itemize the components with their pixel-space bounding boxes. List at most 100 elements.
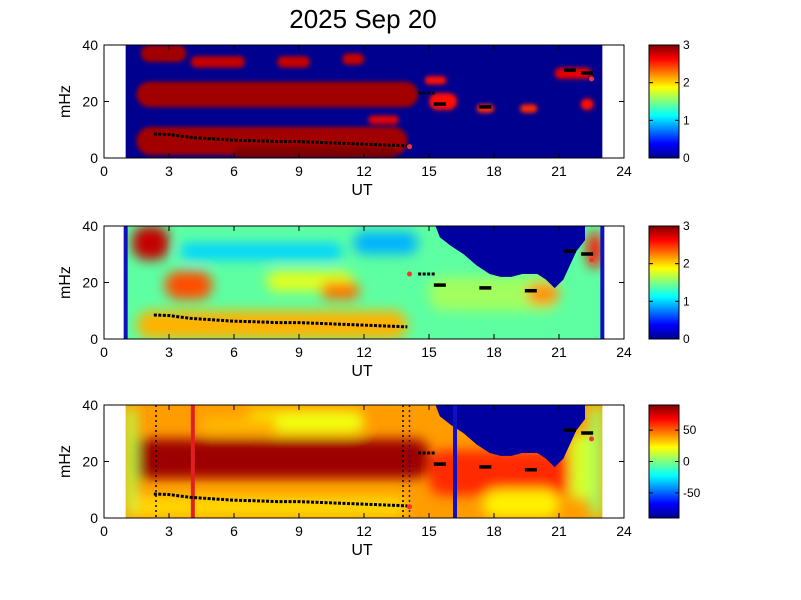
colorbar-tick-label: 0	[683, 332, 690, 346]
x-tick-label: 21	[551, 523, 567, 539]
trace-marker	[563, 428, 576, 432]
x-tick-label: 18	[486, 163, 502, 179]
trace-marker	[479, 286, 492, 290]
heatmap-blob	[587, 231, 603, 269]
trace-marker	[563, 249, 576, 253]
y-tick-label: 20	[82, 94, 98, 110]
y-tick-label: 20	[82, 454, 98, 470]
heatmap-blob	[320, 282, 360, 300]
colorbar-tick-label: -50	[683, 486, 701, 500]
trace-marker	[433, 102, 446, 106]
heatmap-blob	[140, 45, 187, 62]
colorbar	[648, 44, 680, 159]
heatmap-blob	[125, 405, 137, 518]
heatmap-blob	[429, 93, 458, 110]
heatmap-blob	[201, 416, 278, 434]
x-tick-label: 12	[356, 523, 372, 539]
y-axis-label: mHz	[57, 85, 74, 118]
trace-marker-red	[407, 271, 412, 277]
heatmap-field	[125, 45, 603, 158]
y-tick-label: 40	[82, 397, 98, 413]
heatmap-blob	[580, 98, 594, 110]
heatmap-blob	[483, 489, 559, 518]
heatmap-blob	[190, 56, 245, 68]
y-tick-label: 20	[82, 275, 98, 291]
heatmap-blob	[136, 81, 419, 108]
colorbar-tick-label: 2	[683, 257, 690, 271]
trace-marker	[479, 105, 492, 109]
x-tick-label: 24	[616, 344, 632, 360]
y-tick-label: 0	[90, 510, 98, 526]
trace-marker-red	[589, 436, 594, 442]
edge-bar	[600, 226, 605, 339]
y-axis-label: mHz	[57, 445, 74, 478]
x-tick-label: 6	[230, 163, 238, 179]
y-tick-label: 40	[82, 37, 98, 53]
x-tick-label: 6	[230, 344, 238, 360]
figure-title: 2025 Sep 20	[289, 4, 436, 34]
heatmap-blob	[342, 53, 364, 65]
trace-marker-red	[589, 76, 594, 82]
trace-marker	[433, 283, 446, 287]
heatmap-field	[125, 226, 603, 339]
x-tick-label: 6	[230, 523, 238, 539]
masked-region	[435, 405, 585, 468]
x-tick-label: 0	[100, 163, 108, 179]
trace-marker-red	[589, 257, 594, 263]
heatmap-blob	[526, 282, 559, 306]
x-tick-label: 9	[295, 163, 303, 179]
x-tick-label: 15	[421, 344, 437, 360]
colorbar-tick-label: 3	[683, 219, 690, 233]
trace-marker	[581, 71, 594, 75]
y-tick-label: 40	[82, 218, 98, 234]
colorbar-tick-label: 0	[683, 151, 690, 165]
heatmap-blob	[132, 495, 408, 518]
colorbar	[648, 225, 680, 340]
colorbar-tick-label: 3	[683, 38, 690, 52]
x-tick-label: 18	[486, 523, 502, 539]
heatmap-blob	[569, 433, 592, 502]
colorbar	[648, 404, 680, 519]
x-tick-label: 0	[100, 344, 108, 360]
x-tick-label: 9	[295, 344, 303, 360]
x-tick-label: 21	[551, 163, 567, 179]
x-tick-label: 21	[551, 344, 567, 360]
y-tick-label: 0	[90, 331, 98, 347]
x-tick-label: 3	[165, 163, 173, 179]
trace-marker	[433, 462, 446, 466]
heatmap-blob	[179, 242, 343, 260]
y-axis-label: mHz	[57, 266, 74, 299]
heatmap-blob	[368, 115, 399, 125]
trace-marker	[524, 467, 537, 472]
x-tick-label: 24	[616, 523, 632, 539]
masked-region	[435, 226, 585, 289]
heatmap-field	[125, 405, 603, 518]
heatmap-blob	[353, 231, 419, 255]
trace-marker	[581, 431, 594, 435]
x-tick-label: 15	[421, 163, 437, 179]
heatmap-blob	[125, 438, 430, 479]
x-tick-label: 3	[165, 523, 173, 539]
colorbar-tick-label: 2	[683, 76, 690, 90]
edge-bar	[123, 226, 128, 339]
colorbar-tick-label: 50	[683, 423, 697, 437]
x-tick-label: 18	[486, 344, 502, 360]
colorbar-tick-label: 1	[683, 294, 690, 308]
heatmap-blob	[164, 271, 213, 300]
x-axis-label: UT	[351, 182, 373, 199]
heatmap-blob	[234, 146, 397, 158]
frequency-trace	[153, 492, 408, 508]
colorbar-tick-label: 1	[683, 113, 690, 127]
panel-bottom: 0 3 6 9 12 15 18 21 24 0 20 40 UT mHz 50 0 -50	[57, 397, 701, 559]
trace-marker-red	[407, 504, 412, 510]
heatmap-blob	[424, 76, 447, 85]
trace-marker	[563, 68, 576, 72]
x-tick-label: 9	[295, 523, 303, 539]
heatmap-blob	[277, 56, 310, 68]
x-tick-label: 24	[616, 163, 632, 179]
heatmap-blob	[429, 450, 570, 496]
frequency-trace	[153, 132, 408, 148]
